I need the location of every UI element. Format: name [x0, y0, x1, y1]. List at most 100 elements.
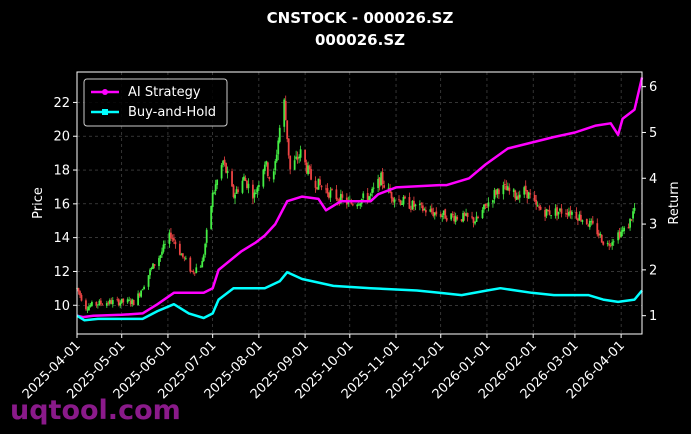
- candle-body: [86, 309, 89, 311]
- candle-body: [237, 189, 239, 193]
- candle-body: [381, 171, 384, 185]
- candle-body: [512, 189, 515, 193]
- y-right-tick-label: 3: [649, 218, 657, 233]
- candle-body: [608, 243, 611, 246]
- candle-body: [627, 227, 630, 229]
- candle-body: [535, 199, 538, 205]
- candle-body: [359, 203, 362, 206]
- candle-body: [497, 189, 500, 195]
- candle-body: [578, 214, 581, 221]
- candle-body: [556, 207, 558, 216]
- chart-title: CNSTOCK - 000026.SZ: [267, 9, 454, 27]
- y-left-tick-label: 22: [53, 96, 70, 111]
- candle-body: [202, 255, 205, 261]
- candle-body: [308, 166, 311, 170]
- candle-body: [445, 217, 448, 221]
- candle-body: [588, 220, 591, 228]
- candle-body: [526, 190, 529, 199]
- candle-body: [538, 206, 541, 208]
- candle-body: [246, 180, 248, 188]
- candle-body: [508, 187, 511, 192]
- candle-body: [618, 231, 621, 238]
- candle-body: [463, 213, 466, 216]
- candle-body: [609, 245, 612, 247]
- candle-body: [199, 266, 202, 268]
- candle-body: [410, 208, 412, 210]
- y-axis-left: 10 12 14 16 18 20 22: [53, 96, 77, 314]
- candle-body: [565, 213, 567, 215]
- candle-body: [310, 169, 312, 180]
- y-right-tick-label: 1: [649, 309, 657, 324]
- candle-body: [474, 221, 476, 224]
- candle-body: [539, 206, 542, 210]
- candle-body: [599, 233, 602, 236]
- candle-body: [162, 244, 165, 252]
- candle-body: [557, 211, 560, 215]
- candle-body: [576, 218, 579, 221]
- candle-body: [590, 221, 593, 223]
- candle-body: [178, 243, 181, 255]
- candle-body: [429, 209, 432, 212]
- candle-body: [325, 188, 327, 190]
- candle-body: [575, 211, 578, 219]
- candle-body: [116, 299, 119, 301]
- candle-body: [571, 211, 573, 215]
- candle-body: [85, 300, 87, 310]
- candle-body: [600, 234, 603, 243]
- candle-body: [585, 218, 588, 225]
- candle-body: [435, 211, 438, 215]
- candle-body: [211, 192, 214, 208]
- candle-body: [620, 231, 623, 237]
- candle-body: [356, 204, 359, 207]
- candle-body: [225, 163, 227, 173]
- candle-body: [247, 183, 250, 189]
- candle-body: [287, 138, 290, 156]
- candle-body: [378, 177, 381, 187]
- candle-body: [421, 205, 424, 211]
- candle-body: [471, 216, 473, 218]
- candle-body: [137, 293, 140, 306]
- candle-body: [180, 254, 183, 256]
- candle-body: [190, 270, 193, 272]
- candle-body: [544, 209, 547, 217]
- candle-body: [484, 203, 487, 206]
- candle-body: [107, 302, 110, 304]
- candle-body: [623, 227, 626, 232]
- candle-body: [550, 215, 552, 216]
- candle-body: [296, 157, 299, 160]
- y-right-tick-label: 2: [649, 263, 657, 278]
- candle-body: [475, 216, 478, 222]
- candle-body: [95, 301, 98, 306]
- candle-body: [390, 192, 393, 199]
- candle-body: [568, 211, 570, 216]
- candle-body: [89, 305, 92, 307]
- candle-body: [314, 180, 317, 188]
- y-right-tick-label: 4: [649, 172, 657, 187]
- candle-body: [554, 208, 557, 216]
- candle-body: [351, 204, 354, 206]
- candle-body: [505, 185, 508, 191]
- candle-body: [502, 184, 505, 195]
- candle-body: [210, 205, 213, 229]
- candle-body: [129, 300, 132, 305]
- candle-body: [263, 164, 266, 171]
- candle-body: [232, 185, 235, 198]
- candle-body: [371, 188, 374, 194]
- candle-body: [117, 299, 120, 306]
- candle-body: [272, 171, 275, 180]
- y-axis-right: 1 2 3 4 5 6: [642, 80, 657, 324]
- candle-body: [277, 140, 280, 155]
- candle-body: [496, 189, 499, 194]
- candle-body: [91, 301, 93, 306]
- candle-body: [483, 204, 485, 210]
- candle-body: [143, 286, 145, 290]
- candle-body: [495, 190, 497, 196]
- candle-body: [462, 212, 465, 222]
- candle-body: [606, 242, 609, 245]
- candle-body: [132, 299, 135, 306]
- candle-body: [284, 100, 287, 120]
- candle-body: [472, 217, 475, 223]
- candle-body: [366, 193, 369, 201]
- candle-body: [357, 204, 360, 206]
- candle-body: [256, 187, 259, 193]
